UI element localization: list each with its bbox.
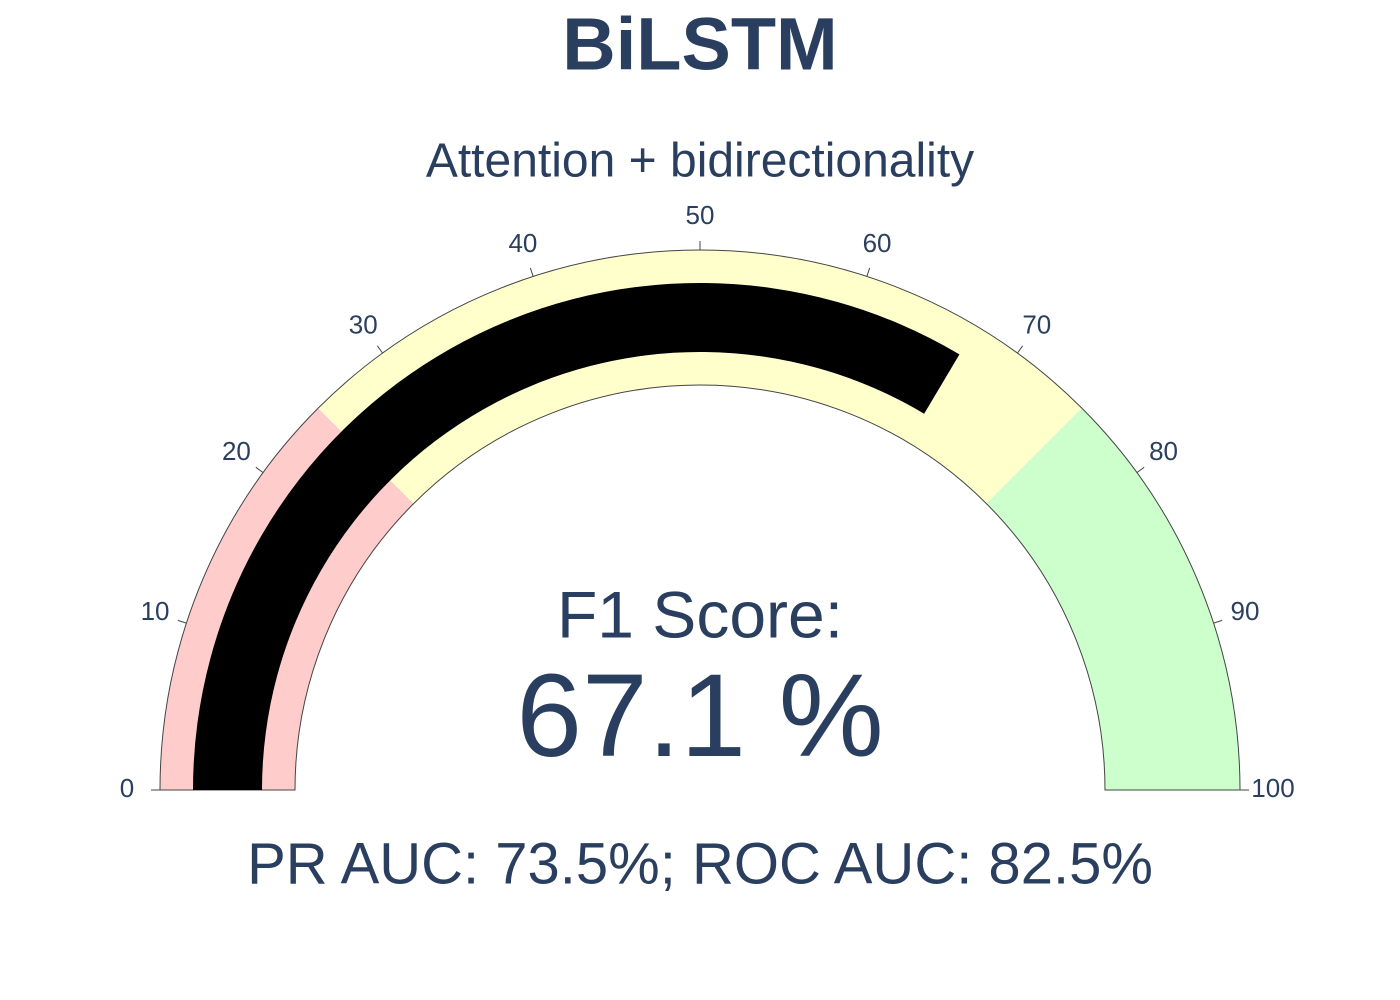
chart-subtitle: Attention + bidirectionality xyxy=(426,135,974,188)
tick-label: 90 xyxy=(1230,596,1259,626)
tick-label: 20 xyxy=(222,436,251,466)
tick-label: 50 xyxy=(686,200,715,230)
tick-label: 100 xyxy=(1251,773,1294,803)
tick-mark xyxy=(255,466,264,474)
gauge-outline xyxy=(159,249,1241,791)
tick-mark xyxy=(1213,619,1223,624)
gauge-step xyxy=(318,250,1082,504)
gauge-step xyxy=(986,408,1240,790)
tick-mark xyxy=(529,267,534,277)
gauge-bar xyxy=(193,283,960,790)
tick-mark xyxy=(376,345,384,354)
tick-label: 10 xyxy=(141,596,170,626)
tick-label: 80 xyxy=(1149,436,1178,466)
tick-label: 60 xyxy=(863,228,892,258)
tick-mark xyxy=(1016,345,1024,354)
tick-label: 70 xyxy=(1022,309,1051,339)
chart-title: BiLSTM xyxy=(562,3,837,86)
tick-mark xyxy=(866,267,871,277)
gauge: 0 10 20 30 40 50 60 70 80 90 100 xyxy=(120,200,1295,803)
tick-mark xyxy=(1136,466,1145,474)
value-label: 67.1 % xyxy=(516,650,883,782)
annotation: PR AUC: 73.5%; ROC AUC: 82.5% xyxy=(247,831,1153,896)
tick-label: 30 xyxy=(349,309,378,339)
tick-mark xyxy=(177,619,187,624)
value-title: F1 Score: xyxy=(557,577,843,651)
tick-label: 40 xyxy=(508,228,537,258)
tick-label: 0 xyxy=(120,773,134,803)
